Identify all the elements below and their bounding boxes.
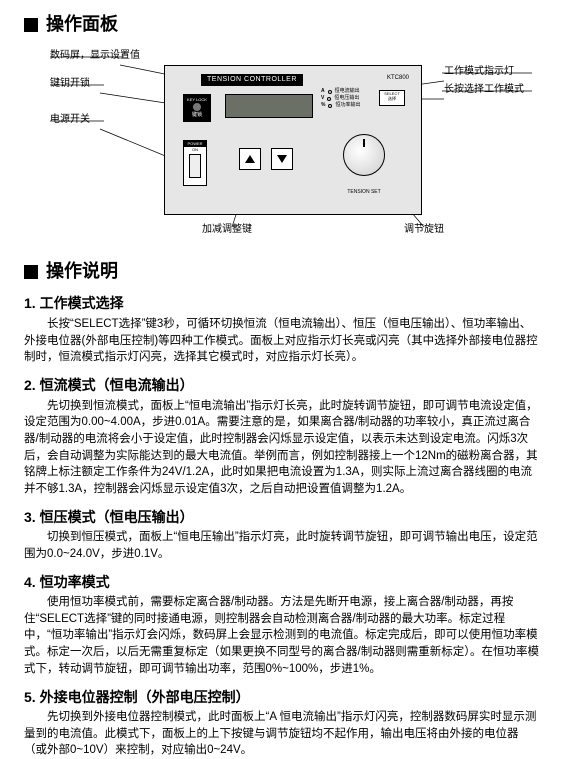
callout-select-long: 长按选择工作模式 bbox=[444, 83, 524, 97]
heading-instructions: 操作说明 bbox=[24, 259, 565, 284]
arrow-down-button bbox=[271, 148, 293, 170]
callout-knob: 调节旋钮 bbox=[404, 223, 444, 237]
power-switch: POWER ON bbox=[183, 140, 207, 186]
heading-instructions-text: 操作说明 bbox=[46, 259, 118, 284]
keylock-label2: 键锁 bbox=[192, 112, 202, 119]
controller-panel: TENSION CONTROLLER KTC800 KEY LOCK 键锁 A … bbox=[164, 65, 422, 215]
section-paragraph: 使用恒功率模式前，需要标定离合器/制动器。方法是先断开电源，接上离合器/制动器，… bbox=[24, 594, 541, 677]
heading-panel-text: 操作面板 bbox=[46, 12, 118, 37]
section-paragraph: 切换到恒压模式，面板上“恒电压输出”指示灯亮，此时旋转调节旋钮，即可调节输出电压… bbox=[24, 529, 541, 562]
section-heading: 5. 外接电位器控制（外部电压控制） bbox=[24, 688, 541, 708]
keylock-switch: KEY LOCK 键锁 bbox=[183, 94, 211, 122]
knob-label: TENSION SET bbox=[325, 189, 403, 196]
mode-row-pct: % 恒功率输出 bbox=[321, 102, 360, 109]
square-bullet-icon bbox=[24, 265, 38, 279]
led-icon bbox=[327, 97, 331, 101]
led-icon bbox=[328, 104, 332, 108]
mode-indicator-block: A 恒电流输出 V 恒电压输出 % 恒功率输出 bbox=[321, 88, 360, 109]
control-panel-diagram: 数码屏，显示设置值 键钥开锁 电源开关 工作模式指示灯 长按选择工作模式 加减调… bbox=[24, 47, 544, 247]
section-paragraph: 先切换到外接电位器控制模式，此时面板上“A 恒电流输出”指示灯闪亮，控制器数码屏… bbox=[24, 709, 541, 759]
lcd-display bbox=[225, 94, 313, 118]
model-label: KTC800 bbox=[387, 74, 409, 82]
callout-keylock: 键钥开锁 bbox=[50, 77, 90, 91]
callout-arrows: 加减调整键 bbox=[202, 223, 252, 237]
square-bullet-icon bbox=[24, 18, 38, 32]
instruction-sections: 1. 工作模式选择长按“SELECT选择”键3秒，可循环切换恒流（恒电流输出）、… bbox=[24, 294, 541, 759]
section-heading: 3. 恒压模式（恒电压输出） bbox=[24, 508, 541, 528]
section-paragraph: 先切换到恒流模式，面板上“恒电流输出”指示灯长亮，此时旋转调节旋钮，即可调节电流… bbox=[24, 398, 541, 498]
callout-lcd: 数码屏，显示设置值 bbox=[50, 49, 140, 63]
heading-panel: 操作面板 bbox=[24, 12, 565, 37]
panel-title: TENSION CONTROLLER bbox=[201, 74, 303, 86]
mode-letter: V bbox=[321, 95, 324, 102]
knob-area: TENSION SET bbox=[325, 126, 403, 204]
section-heading: 1. 工作模式选择 bbox=[24, 294, 541, 314]
arrow-up-button bbox=[239, 148, 261, 170]
tension-knob bbox=[343, 134, 385, 176]
power-label: POWER bbox=[184, 141, 206, 147]
mode-letter: A bbox=[321, 88, 325, 95]
section-heading: 2. 恒流模式（恒电流输出） bbox=[24, 376, 541, 396]
power-on-label: ON bbox=[184, 147, 206, 153]
section-heading: 4. 恒功率模式 bbox=[24, 573, 541, 593]
select-button: SELECT 选择 bbox=[379, 90, 405, 106]
section-paragraph: 长按“SELECT选择”键3秒，可循环切换恒流（恒电流输出）、恒压（恒电压输出）… bbox=[24, 316, 541, 366]
callout-power: 电源开关 bbox=[50, 113, 90, 127]
keylock-slot-icon bbox=[193, 103, 201, 111]
triangle-up-icon bbox=[245, 155, 255, 163]
select-label2: 选择 bbox=[380, 97, 404, 101]
led-icon bbox=[328, 90, 332, 94]
mode-label: 恒功率输出 bbox=[335, 102, 360, 109]
rocker-icon bbox=[189, 154, 201, 178]
callout-mode-led: 工作模式指示灯 bbox=[444, 65, 514, 79]
mode-letter: % bbox=[321, 102, 325, 109]
triangle-down-icon bbox=[277, 155, 287, 163]
